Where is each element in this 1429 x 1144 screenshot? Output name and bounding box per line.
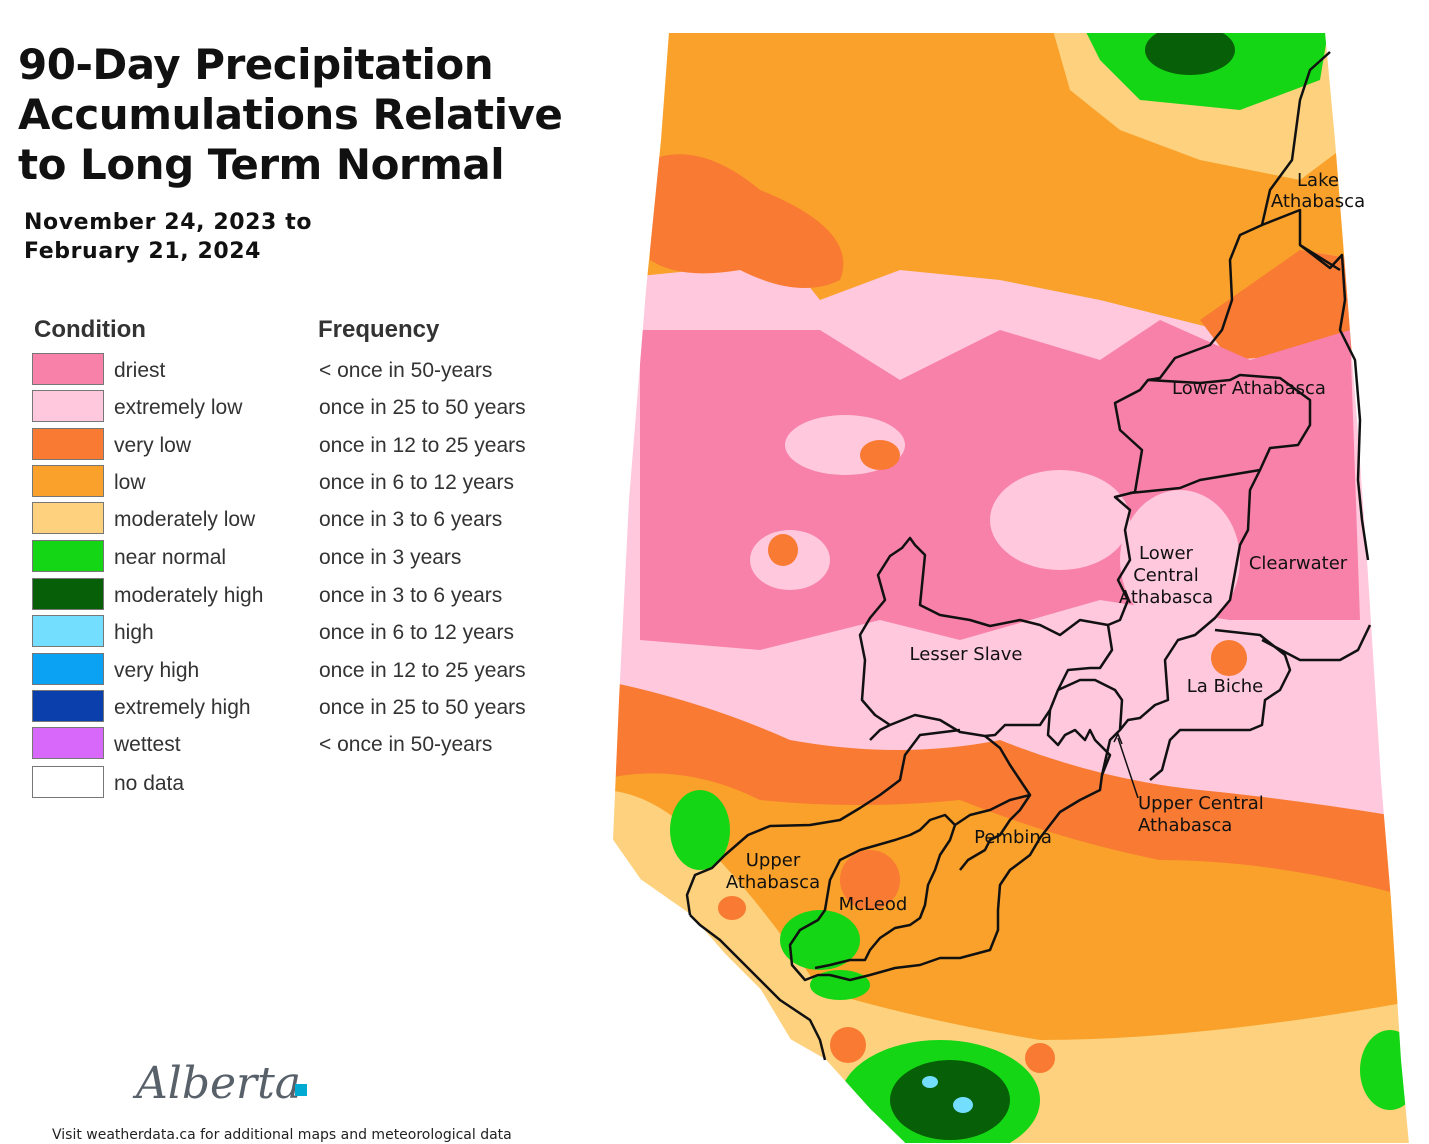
legend-frequency: once in 12 to 25 years bbox=[319, 434, 526, 457]
legend-frequency: once in 25 to 50 years bbox=[319, 396, 526, 419]
legend-item-moderately-low: moderately low once in 3 to 6 years bbox=[32, 502, 592, 538]
alberta-logo: Alberta bbox=[136, 1058, 301, 1109]
region-labels: Lake Athabasca Lower Athabasca Lower Cen… bbox=[726, 170, 1365, 915]
legend-frequency: once in 6 to 12 years bbox=[319, 471, 514, 494]
label-mcleod: McLeod bbox=[839, 894, 908, 915]
legend-swatch bbox=[32, 502, 104, 534]
legend-swatch bbox=[32, 578, 104, 610]
legend-item-low: low once in 6 to 12 years bbox=[32, 465, 592, 501]
label-upper-central-athabasca-1: Upper Central bbox=[1138, 793, 1264, 814]
legend-condition: moderately high bbox=[114, 584, 264, 607]
label-upper-athabasca-2: Athabasca bbox=[726, 872, 820, 893]
legend-item-wettest: wettest < once in 50-years bbox=[32, 727, 592, 763]
label-lower-central-athabasca-1: Lower bbox=[1139, 543, 1194, 564]
legend-condition: extremely low bbox=[114, 396, 243, 419]
pointer-arrowhead bbox=[1113, 732, 1123, 745]
legend-condition: extremely high bbox=[114, 696, 251, 719]
legend-item-moderately-high: moderately high once in 3 to 6 years bbox=[32, 578, 592, 614]
legend-item-driest: driest < once in 50-years bbox=[32, 353, 592, 389]
legend-swatch bbox=[32, 690, 104, 722]
legend-swatch bbox=[32, 766, 104, 798]
legend-item-high: high once in 6 to 12 years bbox=[32, 615, 592, 651]
precip-fill bbox=[612, 32, 1410, 1144]
upper-central-athabasca-pointer bbox=[1117, 737, 1139, 799]
legend-swatch bbox=[32, 353, 104, 385]
label-lower-athabasca: Lower Athabasca bbox=[1172, 378, 1326, 399]
legend-condition: near normal bbox=[114, 546, 227, 569]
legend-frequency: once in 3 years bbox=[319, 546, 462, 569]
legend-item-very-high: very high once in 12 to 25 years bbox=[32, 653, 592, 689]
legend-swatch bbox=[32, 428, 104, 460]
legend-item-very-low: very low once in 12 to 25 years bbox=[32, 428, 592, 464]
legend-condition: very high bbox=[114, 659, 200, 682]
legend-item-extremely-high: extremely high once in 25 to 50 years bbox=[32, 690, 592, 726]
label-upper-athabasca-1: Upper bbox=[746, 850, 801, 871]
legend-condition: very low bbox=[114, 434, 192, 457]
legend-swatch bbox=[32, 540, 104, 572]
legend-condition: wettest bbox=[114, 733, 181, 756]
legend-condition: no data bbox=[114, 772, 185, 795]
legend-condition: high bbox=[114, 621, 154, 644]
legend-swatch bbox=[32, 653, 104, 685]
label-lake-athabasca-1: Lake bbox=[1297, 170, 1339, 191]
date-range-end: February 21, 2024 bbox=[24, 239, 262, 264]
footer-note: Visit weatherdata.ca for additional maps… bbox=[52, 1127, 512, 1143]
legend-frequency: < once in 50-years bbox=[319, 733, 493, 756]
legend-condition: moderately low bbox=[114, 508, 256, 531]
label-upper-central-athabasca-2: Athabasca bbox=[1138, 815, 1232, 836]
legend-frequency: once in 25 to 50 years bbox=[319, 696, 526, 719]
map-title: 90-Day Precipitation Accumulations Relat… bbox=[18, 40, 563, 189]
legend-swatch bbox=[32, 615, 104, 647]
legend-item-no-data: no data bbox=[32, 766, 592, 802]
alberta-map: Lake Athabasca Lower Athabasca Lower Cen… bbox=[610, 31, 1412, 1144]
basin-boundaries bbox=[685, 51, 1372, 1061]
label-lesser-slave: Lesser Slave bbox=[910, 644, 1023, 665]
legend-frequency: once in 3 to 6 years bbox=[319, 508, 503, 531]
label-lower-central-athabasca-3: Athabasca bbox=[1119, 587, 1213, 608]
legend-swatch bbox=[32, 727, 104, 759]
legend-frequency: once in 6 to 12 years bbox=[319, 621, 514, 644]
legend-frequency: once in 12 to 25 years bbox=[319, 659, 526, 682]
legend-frequency-header: Frequency bbox=[318, 316, 440, 343]
legend-item-near-normal: near normal once in 3 years bbox=[32, 540, 592, 576]
alberta-logo-mark bbox=[295, 1084, 307, 1096]
legend-swatch bbox=[32, 465, 104, 497]
legend-condition-header: Condition bbox=[34, 316, 146, 343]
label-lower-central-athabasca-2: Central bbox=[1133, 565, 1199, 586]
legend-swatch bbox=[32, 390, 104, 422]
legend-condition: low bbox=[114, 471, 146, 494]
legend-condition: driest bbox=[114, 359, 166, 382]
legend-item-extremely-low: extremely low once in 25 to 50 years bbox=[32, 390, 592, 426]
legend-frequency: once in 3 to 6 years bbox=[319, 584, 503, 607]
label-la-biche: La Biche bbox=[1187, 676, 1264, 697]
label-pembina: Pembina bbox=[974, 827, 1052, 848]
legend-frequency: < once in 50-years bbox=[319, 359, 493, 382]
date-range-start: November 24, 2023 to bbox=[24, 210, 313, 235]
label-clearwater: Clearwater bbox=[1249, 553, 1348, 574]
label-lake-athabasca-2: Athabasca bbox=[1271, 191, 1365, 212]
